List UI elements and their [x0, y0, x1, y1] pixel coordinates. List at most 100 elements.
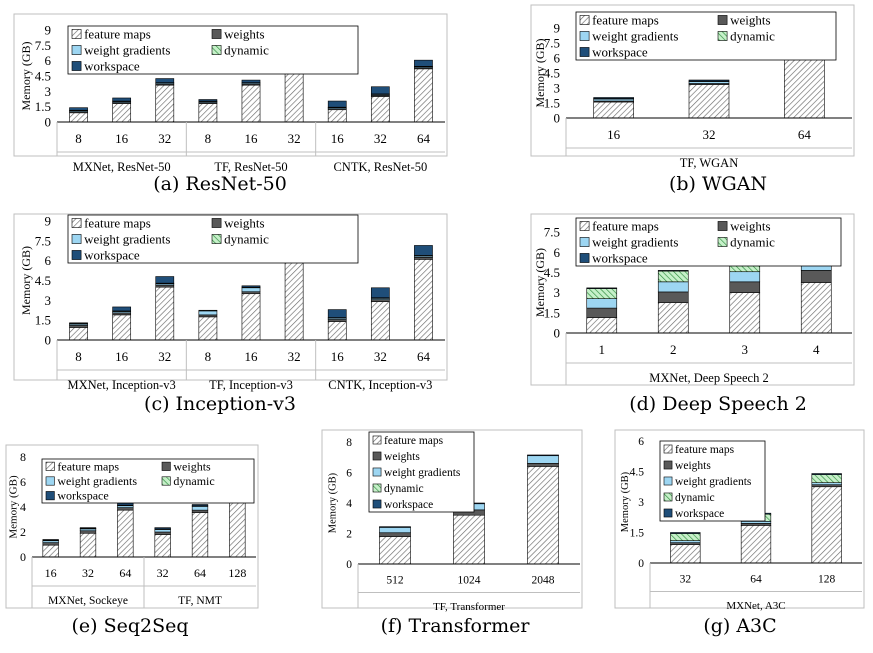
x-tick-label: 32 — [157, 566, 169, 580]
legend-label-dynamic: dynamic — [675, 492, 715, 504]
chart-frame — [530, 4, 855, 157]
x-tick-label: 128 — [228, 566, 246, 580]
legend-label-workspace: workspace — [384, 499, 433, 511]
legend-label-workspace: workspace — [675, 508, 724, 520]
x-tick-label: 128 — [818, 574, 836, 586]
x-tick-label: 64 — [798, 127, 812, 142]
bar-segment-dynamic — [198, 309, 218, 312]
bar-segment-weight-gradients — [241, 287, 261, 293]
bar-segment-workspace — [327, 100, 347, 108]
bar-segment-weight-gradients — [688, 81, 730, 84]
y-tick-label: 0 — [45, 115, 52, 130]
y-tick-label: 2 — [20, 525, 26, 539]
bar-segment-feature-maps — [155, 84, 175, 123]
y-tick-label: 4.5 — [35, 273, 51, 288]
y-tick-label: 0 — [554, 111, 561, 126]
x-tick-label: 32 — [703, 127, 716, 142]
x-tick-label: 8 — [75, 131, 82, 146]
legend-swatch-workspace — [71, 250, 82, 260]
bar-segment-feature-maps — [370, 96, 390, 123]
x-tick-label: 8 — [205, 131, 212, 146]
legend-label-weight-gradients: weight gradients — [84, 42, 170, 57]
legend-label-feature-maps: feature maps — [592, 218, 659, 233]
bar-segment-feature-maps — [69, 112, 88, 123]
y-tick-label: 4.5 — [35, 69, 51, 84]
bar-segment-workspace — [670, 532, 701, 534]
bar-segment-weights — [740, 523, 772, 526]
legend-label-dynamic: dynamic — [730, 234, 775, 249]
y-tick-label: 3 — [638, 497, 644, 509]
bar-segment-workspace — [42, 539, 59, 541]
x-tick-label: 16 — [115, 349, 129, 364]
legend-label-weights: weights — [730, 12, 770, 27]
x-tick-label: 32 — [158, 131, 171, 146]
bar-segment-feature-maps — [586, 317, 618, 334]
legend-swatch-feature-maps — [579, 15, 590, 25]
bar-segment-feature-maps — [729, 292, 761, 334]
bar-segment-workspace — [69, 322, 88, 324]
chart-frame — [530, 213, 855, 386]
legend-swatch-workspace — [71, 61, 82, 71]
legend-swatch-weight-gradients — [71, 234, 82, 244]
bar-segment-workspace — [154, 527, 171, 530]
legend-swatch-weight-gradients — [71, 45, 82, 55]
bar-segment-workspace — [112, 97, 132, 102]
bar-segment-feature-maps — [800, 282, 832, 334]
y-tick-label: 4 — [20, 500, 26, 514]
panel-caption: (g) A3C — [703, 615, 776, 637]
x-tick-label: 32 — [82, 566, 94, 580]
bar-segment-feature-maps — [42, 544, 59, 558]
legend-label-weight-gradients: weight gradients — [84, 231, 170, 246]
legend-swatch-dynamic — [663, 492, 673, 502]
y-tick-label: 4.5 — [630, 467, 645, 479]
bar-segment-workspace — [241, 79, 261, 83]
y-tick-label: 7.5 — [35, 233, 51, 248]
legend-swatch-weight-gradients — [45, 476, 55, 486]
y-tick-label: 3 — [554, 285, 561, 300]
legend-label-workspace: workspace — [84, 58, 140, 73]
bar-segment-weights — [586, 307, 618, 318]
x-tick-label: 16 — [245, 349, 259, 364]
bar-segment-workspace — [414, 59, 433, 67]
y-axis-label: Memory (GB) — [533, 248, 547, 317]
legend-swatch-feature-maps — [372, 435, 382, 445]
legend-swatch-dynamic — [717, 31, 728, 41]
y-tick-label: 0 — [638, 558, 644, 570]
legend-swatch-feature-maps — [71, 29, 82, 39]
legend-label-weight-gradients: weight gradients — [592, 28, 678, 43]
bar-segment-feature-maps — [117, 509, 134, 558]
legend-label-workspace: workspace — [57, 489, 108, 503]
legend-swatch-weights — [717, 15, 728, 25]
legend-label-weights: weights — [730, 218, 770, 233]
legend-swatch-weights — [717, 221, 728, 231]
legend-swatch-dynamic — [211, 45, 222, 55]
legend-label-feature-maps: feature maps — [57, 459, 119, 473]
y-tick-label: 8 — [20, 450, 26, 464]
x-tick-label: 32 — [374, 131, 387, 146]
bar-segment-feature-maps — [811, 486, 842, 564]
y-tick-label: 0 — [45, 333, 52, 348]
x-tick-label: 16 — [607, 127, 621, 142]
bar-segment-workspace — [586, 287, 618, 289]
bar-segment-feature-maps — [784, 50, 825, 119]
panel-caption: (d) Deep Speech 2 — [629, 393, 807, 415]
legend-swatch-feature-maps — [45, 461, 55, 471]
legend-label-dynamic: dynamic — [173, 474, 214, 488]
x-tick-label: 64 — [194, 566, 206, 580]
legend-swatch-weight-gradients — [579, 31, 590, 41]
y-axis-label: Memory (GB) — [19, 42, 33, 111]
bar-segment-workspace — [198, 99, 218, 102]
y-tick-label: 6 — [45, 53, 52, 68]
legend-swatch-feature-maps — [71, 218, 82, 228]
bar-segment-workspace — [112, 306, 132, 312]
bar-segment-weight-gradients — [198, 310, 218, 316]
bar-segment-feature-maps — [327, 321, 347, 341]
legend-label-workspace: workspace — [592, 44, 648, 59]
bar-segment-workspace — [370, 86, 390, 95]
y-tick-label: 9 — [45, 214, 52, 229]
bar-segment-feature-maps — [155, 286, 175, 341]
bar-segment-feature-maps — [79, 532, 97, 558]
x-tick-label: 3 — [742, 342, 749, 357]
bar-segment-workspace — [155, 276, 175, 284]
